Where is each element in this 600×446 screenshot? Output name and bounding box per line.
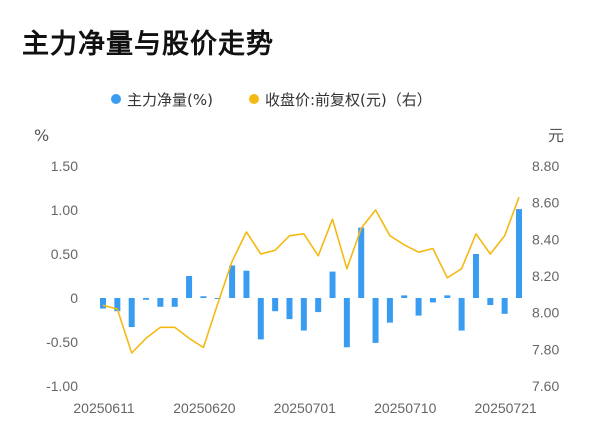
- net-volume-bar: [315, 298, 322, 313]
- right-tick-label-4: 8.00: [532, 305, 559, 321]
- net-volume-bar: [257, 298, 264, 340]
- net-volume-bar: [229, 265, 236, 298]
- net-volume-bar: [487, 298, 494, 306]
- x-tick-label-0: 20250611: [73, 400, 134, 416]
- net-volume-bar: [415, 298, 422, 316]
- legend: 主力净量(%) 收盘价:前复权(元)（右）: [111, 91, 432, 109]
- legend-marker-0: [111, 94, 121, 104]
- net-volume-bar: [300, 298, 307, 331]
- left-tick-label-5: -1.00: [46, 378, 78, 394]
- net-volume-bar: [286, 298, 293, 320]
- net-volume-bar: [114, 298, 121, 312]
- legend-label-1: 收盘价:前复权(元)（右）: [265, 91, 432, 109]
- net-volume-bar: [343, 298, 350, 348]
- left-tick-label-4: -0.50: [46, 334, 78, 350]
- right-tick-label-0: 8.80: [532, 158, 559, 174]
- net-volume-bar: [444, 295, 451, 298]
- net-volume-bar: [171, 298, 178, 307]
- net-volume-bar: [458, 298, 465, 331]
- net-volume-bar: [401, 295, 408, 298]
- price-line: [102, 196, 520, 354]
- price-line-path: [102, 196, 520, 354]
- right-tick-label-6: 7.60: [532, 378, 559, 394]
- right-tick-label-5: 7.80: [532, 341, 559, 357]
- x-tick-label-3: 20250710: [374, 400, 437, 416]
- right-tick-label-1: 8.60: [532, 195, 559, 211]
- net-volume-bar: [472, 254, 479, 298]
- right-axis-unit: 元: [548, 126, 564, 145]
- legend-marker-1: [249, 94, 259, 104]
- net-volume-bar: [501, 298, 508, 314]
- net-volume-bar: [329, 271, 336, 298]
- net-volume-bar: [243, 270, 250, 298]
- net-volume-bars: [100, 209, 522, 348]
- net-volume-bar: [200, 296, 207, 298]
- net-volume-bar: [214, 298, 221, 299]
- left-tick-label-2: 0.50: [51, 246, 78, 262]
- legend-label-0: 主力净量(%): [127, 91, 213, 109]
- net-volume-bar: [358, 227, 365, 298]
- net-volume-bar: [128, 298, 135, 328]
- left-tick-label-3: 0: [70, 290, 78, 306]
- x-tick-label-4: 20250721: [475, 400, 538, 416]
- left-tick-label-0: 1.50: [51, 158, 78, 174]
- net-volume-bar: [429, 298, 436, 303]
- net-volume-bar: [516, 209, 522, 298]
- left-tick-label-1: 1.00: [51, 202, 78, 218]
- net-volume-bar: [186, 276, 193, 298]
- net-volume-bar: [100, 298, 106, 309]
- left-axis-unit: %: [34, 126, 49, 145]
- x-tick-label-1: 20250620: [173, 400, 236, 416]
- net-volume-bar: [272, 298, 279, 312]
- net-volume-bar: [372, 298, 379, 343]
- axes: % 元 1.50 1.00 0.50 0 -0.50 -1.00 8.80 8.60 8.40 8.2…: [34, 126, 564, 416]
- x-tick-label-2: 20250701: [274, 400, 337, 416]
- net-volume-bar: [157, 298, 164, 307]
- right-tick-label-3: 8.20: [532, 268, 559, 284]
- right-tick-label-2: 8.40: [532, 231, 559, 247]
- net-volume-bar: [143, 298, 150, 300]
- chart-title: 主力净量与股价走势: [22, 29, 274, 60]
- net-volume-bar: [386, 298, 393, 323]
